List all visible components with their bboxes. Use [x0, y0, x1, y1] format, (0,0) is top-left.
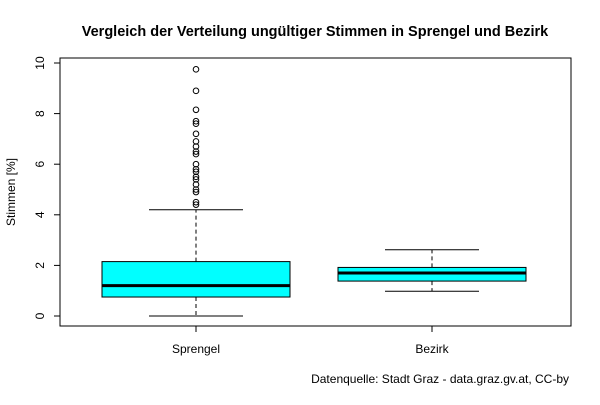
box-bezirk — [337, 249, 527, 292]
boxes-group — [101, 66, 527, 317]
outlier-point — [192, 168, 200, 176]
outlier-point — [192, 143, 200, 150]
y-tick-label: 10 — [33, 56, 47, 70]
outlier-point — [192, 106, 200, 114]
outlier-point — [192, 188, 200, 196]
outlier-point — [192, 198, 200, 206]
y-tick-label: 6 — [33, 161, 47, 168]
chart-title: Vergleich der Verteilung ungültiger Stim… — [82, 24, 549, 40]
x-tick-label-sprengel: Sprengel — [172, 342, 220, 356]
outlier-point — [192, 160, 200, 168]
outlier-point — [192, 138, 200, 145]
outlier-point — [192, 87, 200, 95]
outlier-point — [192, 165, 200, 173]
y-tick-label: 4 — [33, 211, 47, 218]
outlier-point — [192, 120, 200, 128]
outlier-point — [192, 117, 200, 125]
outlier-point — [192, 186, 200, 193]
outlier-point — [192, 130, 200, 138]
y-axis-label: Stimmen [%] — [4, 158, 18, 226]
outlier-point — [192, 173, 200, 181]
x-tick-label-bezirk: Bezirk — [415, 342, 449, 356]
box-sprengel — [101, 66, 291, 317]
plot-frame — [59, 57, 572, 327]
outlier-point — [192, 66, 200, 73]
outlier-point — [192, 201, 200, 208]
y-axis: 0 2 4 6 8 10 — [33, 56, 60, 319]
outlier-point — [192, 148, 200, 155]
y-tick-label: 0 — [33, 312, 47, 319]
y-tick-label: 8 — [33, 110, 47, 117]
outlier-point — [192, 181, 200, 188]
iqr-box — [101, 261, 291, 298]
data-source-caption: Datenquelle: Stadt Graz - data.graz.gv.a… — [311, 372, 569, 386]
outlier-point — [192, 176, 200, 183]
x-axis: Sprengel Bezirk — [172, 326, 450, 356]
outlier-point — [192, 150, 200, 158]
y-tick-label: 2 — [33, 262, 47, 269]
